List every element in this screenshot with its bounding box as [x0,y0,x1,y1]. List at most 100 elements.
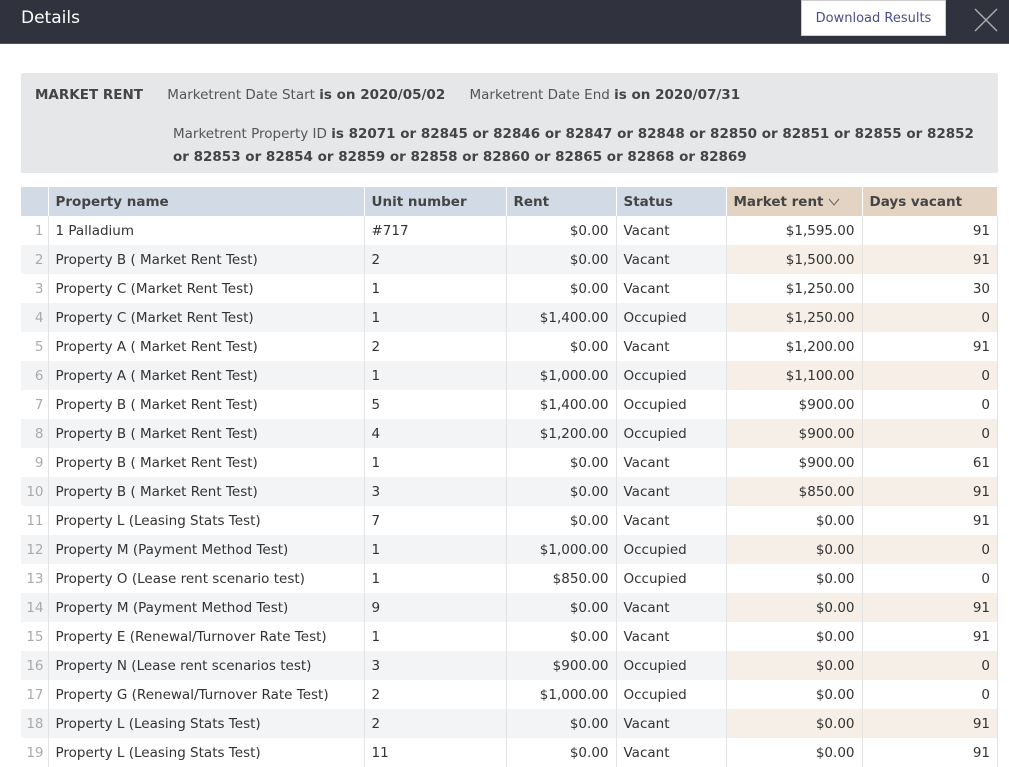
cell-market-rent: $1,250.00 [726,274,863,303]
cell-unit-number: 1 [364,274,507,303]
cell-row-index: 17 [21,680,49,709]
results-table: Property name Unit number Rent Status Ma… [21,187,998,767]
cell-rent: $0.00 [506,332,617,361]
table-row[interactable]: 12 Property M (Payment Method Test) 1 $1,00… [21,535,998,564]
cell-property-name: Property C (Market Rent Test) [48,274,365,303]
table-row[interactable]: 15 Property E (Renewal/Turnover Rate Test… [21,622,998,651]
cell-status: Occupied [616,564,727,593]
col-status[interactable]: Status [616,187,727,216]
cell-property-name: Property L (Leasing Stats Test) [48,738,365,767]
cell-market-rent: $0.00 [726,622,863,651]
table-row[interactable]: 11 Property L (Leasing Stats Test) 7 $0.00 V… [21,506,998,535]
cell-property-name: Property C (Market Rent Test) [48,303,365,332]
cell-rent: $1,400.00 [506,303,617,332]
cell-unit-number: 2 [364,680,507,709]
col-market-rent[interactable]: Market rent [726,187,863,216]
cell-property-name: Property G (Renewal/Turnover Rate Test) [48,680,365,709]
cell-property-name: Property B ( Market Rent Test) [48,245,365,274]
cell-rent: $900.00 [506,651,617,680]
table-row[interactable]: 8 Property B ( Market Rent Test) 4 $1,200.0… [21,419,998,448]
cell-market-rent: $0.00 [726,651,863,680]
filter-summary: MARKET RENT Marketrent Date Start is on … [21,73,998,173]
cell-days-vacant: 0 [862,651,998,680]
cell-unit-number: 1 [364,564,507,593]
cell-days-vacant: 0 [862,419,998,448]
cell-row-index: 8 [21,419,49,448]
table-row[interactable]: 5 Property A ( Market Rent Test) 2 $0.00 Vac… [21,332,998,361]
cell-property-name: Property O (Lease rent scenario test) [48,564,365,593]
table-row[interactable]: 3 Property C (Market Rent Test) 1 $0.00 Vaca… [21,274,998,303]
property-id-value: is 82071 or 82845 or 82846 or 82847 or 8… [173,126,974,165]
cell-status: Vacant [616,506,727,535]
cell-rent: $0.00 [506,216,617,245]
cell-row-index: 16 [21,651,49,680]
close-icon[interactable] [972,6,1000,34]
table-row[interactable]: 4 Property C (Market Rent Test) 1 $1,400.00… [21,303,998,332]
cell-property-name: Property B ( Market Rent Test) [48,477,365,506]
cell-market-rent: $900.00 [726,390,863,419]
col-rent[interactable]: Rent [506,187,617,216]
table-row[interactable]: 9 Property B ( Market Rent Test) 1 $0.00 Vac… [21,448,998,477]
cell-market-rent: $1,500.00 [726,245,863,274]
cell-market-rent: $0.00 [726,564,863,593]
cell-days-vacant: 91 [862,332,998,361]
cell-unit-number: 1 [364,535,507,564]
cell-rent: $1,000.00 [506,361,617,390]
cell-status: Vacant [616,738,727,767]
cell-days-vacant: 0 [862,564,998,593]
cell-status: Occupied [616,390,727,419]
cell-unit-number: 4 [364,419,507,448]
col-property-name[interactable]: Property name [48,187,365,216]
cell-days-vacant: 0 [862,535,998,564]
cell-market-rent: $0.00 [726,535,863,564]
cell-unit-number: 1 [364,361,507,390]
col-index [21,187,49,216]
cell-row-index: 6 [21,361,49,390]
cell-property-name: Property N (Lease rent scenarios test) [48,651,365,680]
table-row[interactable]: 14 Property M (Payment Method Test) 9 $0.00… [21,593,998,622]
cell-status: Vacant [616,245,727,274]
table-row[interactable]: 17 Property G (Renewal/Turnover Rate Test… [21,680,998,709]
cell-market-rent: $1,595.00 [726,216,863,245]
cell-property-name: Property B ( Market Rent Test) [48,419,365,448]
cell-unit-number: 1 [364,448,507,477]
cell-unit-number: 3 [364,477,507,506]
cell-unit-number: 9 [364,593,507,622]
download-results-button[interactable]: Download Results [801,0,946,36]
cell-status: Vacant [616,274,727,303]
cell-property-name: Property E (Renewal/Turnover Rate Test) [48,622,365,651]
table-row[interactable]: 10 Property B ( Market Rent Test) 3 $0.00 Va… [21,477,998,506]
start-label: Marketrent Date Start [167,87,315,103]
table-row[interactable]: 18 Property L (Leasing Stats Test) 2 $0.00 V… [21,709,998,738]
cell-days-vacant: 0 [862,303,998,332]
cell-rent: $1,000.00 [506,680,617,709]
cell-rent: $850.00 [506,564,617,593]
cell-days-vacant: 91 [862,593,998,622]
table-row[interactable]: 7 Property B ( Market Rent Test) 5 $1,400.0… [21,390,998,419]
cell-property-name: Property A ( Market Rent Test) [48,332,365,361]
cell-rent: $0.00 [506,593,617,622]
table-row[interactable]: 6 Property A ( Market Rent Test) 1 $1,000.0… [21,361,998,390]
cell-status: Vacant [616,709,727,738]
table-row[interactable]: 19 Property L (Leasing Stats Test) 11 $0.00… [21,738,998,767]
table-header: Property name Unit number Rent Status Ma… [21,187,998,216]
cell-status: Occupied [616,419,727,448]
cell-rent: $0.00 [506,448,617,477]
cell-status: Occupied [616,361,727,390]
cell-row-index: 7 [21,390,49,419]
cell-row-index: 1 [21,216,49,245]
cell-unit-number: 5 [364,390,507,419]
cell-market-rent: $1,200.00 [726,332,863,361]
col-unit-number[interactable]: Unit number [364,187,507,216]
table-row[interactable]: 16 Property N (Lease rent scenarios test)… [21,651,998,680]
table-row[interactable]: 2 Property B ( Market Rent Test) 2 $0.00 Vac… [21,245,998,274]
cell-status: Occupied [616,303,727,332]
cell-days-vacant: 91 [862,622,998,651]
col-days-vacant[interactable]: Days vacant [862,187,998,216]
cell-market-rent: $850.00 [726,477,863,506]
cell-market-rent: $0.00 [726,738,863,767]
table-row[interactable]: 13 Property O (Lease rent scenario test) 1… [21,564,998,593]
cell-rent: $1,200.00 [506,419,617,448]
cell-market-rent: $900.00 [726,419,863,448]
